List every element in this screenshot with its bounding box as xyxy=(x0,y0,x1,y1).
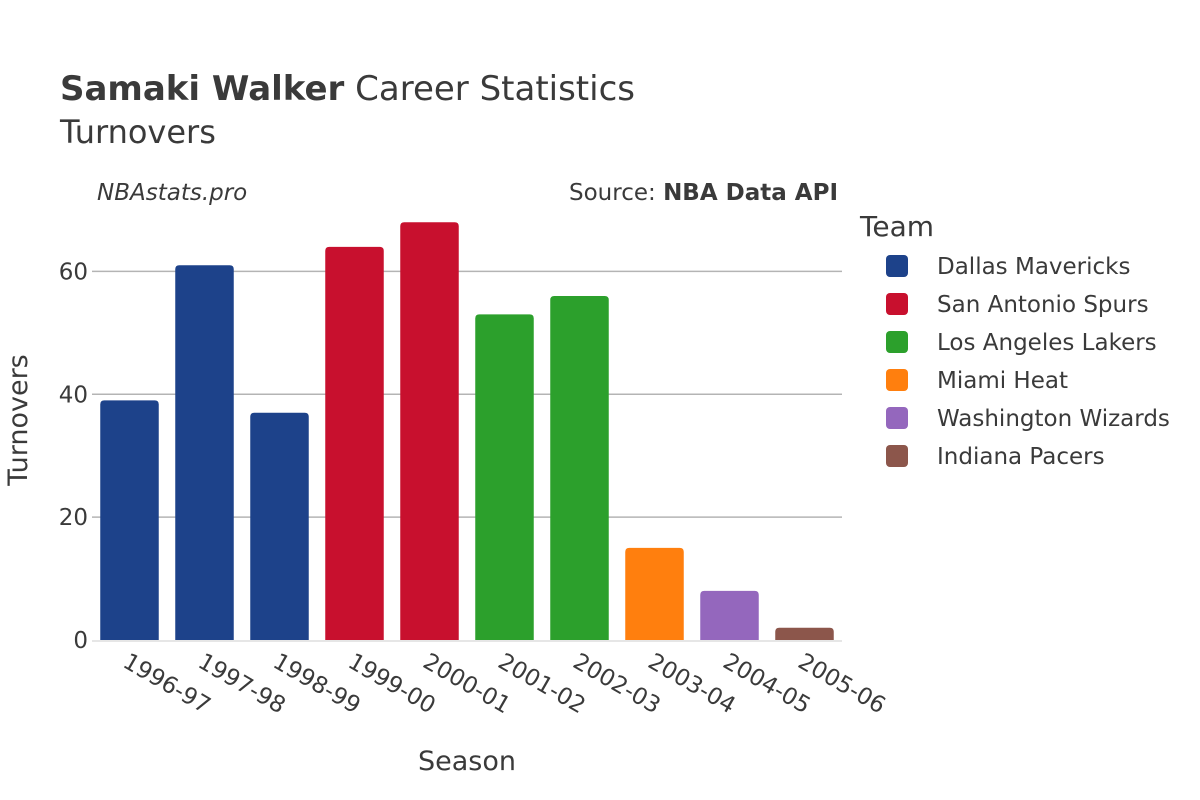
legend-swatch xyxy=(886,331,908,353)
bar-2001-02 xyxy=(475,314,534,640)
legend-item-label: Dallas Mavericks xyxy=(937,254,1130,280)
bar-2002-03 xyxy=(550,296,609,640)
source-prefix: Source: xyxy=(569,180,663,206)
watermark-text: NBAstats.pro xyxy=(97,180,247,206)
legend-swatch xyxy=(886,407,908,429)
bar-1999-00 xyxy=(325,246,384,640)
legend-title: Team xyxy=(859,210,934,243)
y-axis-title: Turnovers xyxy=(3,354,34,487)
legend-swatch xyxy=(886,369,908,391)
bar-1996-97 xyxy=(100,400,159,640)
legend-swatch xyxy=(886,445,908,467)
bar-1998-99 xyxy=(250,412,309,640)
bar-1997-98 xyxy=(175,265,234,640)
bar-2004-05 xyxy=(700,590,759,640)
y-tick-label: 60 xyxy=(59,259,88,285)
x-tick-label: 2005-06 xyxy=(794,649,890,720)
source-text: Source: NBA Data API xyxy=(569,180,838,206)
source-name: NBA Data API xyxy=(663,180,838,206)
bar-2003-04 xyxy=(625,547,684,640)
legend: Team Dallas Mavericks San Antonio Spurs Lo… xyxy=(859,210,1170,470)
y-tick-label: 20 xyxy=(59,505,88,531)
chart-subtitle: Turnovers xyxy=(59,113,216,151)
legend-item-label: San Antonio Spurs xyxy=(937,292,1149,318)
x-axis-ticks: 1996-971997-981998-991999-002000-012001-… xyxy=(119,649,890,720)
legend-item-label: Washington Wizards xyxy=(937,406,1170,432)
chart-title-player: Samaki Walker xyxy=(60,69,345,109)
legend-item-label: Miami Heat xyxy=(937,368,1068,394)
y-tick-label: 0 xyxy=(73,628,88,654)
legend-item-label: Los Angeles Lakers xyxy=(937,330,1157,356)
y-axis-ticks: 0 20 40 60 xyxy=(59,259,88,654)
chart-title-rest: Career Statistics xyxy=(344,69,635,109)
bar-2005-06 xyxy=(775,627,834,640)
x-axis-title: Season xyxy=(418,746,516,777)
legend-item-label: Indiana Pacers xyxy=(937,444,1105,470)
legend-swatch xyxy=(886,255,908,277)
legend-swatch xyxy=(886,293,908,315)
bar-2000-01 xyxy=(400,222,459,641)
bars xyxy=(100,222,834,641)
y-tick-label: 40 xyxy=(59,382,88,408)
chart-title: Samaki Walker Career Statistics xyxy=(60,69,635,109)
